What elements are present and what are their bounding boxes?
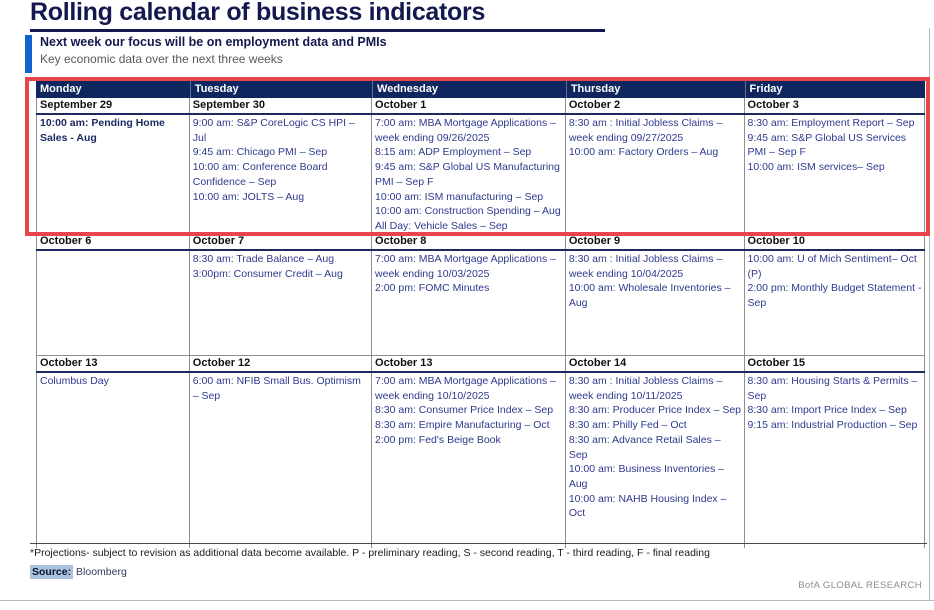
event: 9:45 am: S&P Global US Manufacturing PMI…: [375, 161, 560, 188]
event: 2:00 pm: Monthly Budget Statement - Sep: [747, 282, 922, 310]
event: 9:15 am: Industrial Production – Sep: [747, 419, 918, 432]
event: 2:00 pm: Fed's Beige Book: [375, 433, 501, 446]
event: 10:00 am: U of Mich Sentiment– Oct (P): [747, 253, 917, 280]
source-value-text: Bloomberg: [76, 566, 127, 578]
event: 8:30 am: Consumer Price Index – Sep: [375, 404, 554, 417]
day-header-monday: Monday: [36, 80, 190, 98]
event: 9:45 am: S&P Global US Services PMI – Se…: [747, 131, 907, 159]
event: 10:00 am: NAHB Housing Index – Oct: [568, 492, 727, 520]
event: 10:00 am: Business Inventories – Aug: [568, 463, 725, 490]
date-cell: October 15: [745, 356, 925, 371]
event: 9:45 am: Chicago PMI – Sep: [192, 146, 328, 159]
day-cell: 9:00 am: S&P CoreLogic CS HPI – Jul 9:45 …: [190, 115, 373, 233]
day-cell: 8:30 am : Initial Jobless Claims – week …: [566, 115, 745, 233]
event: 8:30 am: Philly Fed – Oct: [568, 419, 687, 432]
source-line: Source: Bloomberg: [30, 565, 127, 579]
date-cell: October 2: [566, 98, 745, 113]
day-cell: 7:00 am: MBA Mortgage Applications – wee…: [372, 373, 566, 548]
event: 8:30 am: Advance Retail Sales – Sep: [568, 433, 721, 461]
date-cell: October 6: [36, 234, 190, 249]
day-cell: 8:30 am : Initial Jobless Claims – week …: [566, 373, 745, 548]
date-cell: October 13: [36, 356, 190, 371]
footnote: *Projections- subject to revision as add…: [30, 543, 927, 559]
source-label: Source:: [30, 565, 74, 579]
day-cell: 10:00 am: Pending Home Sales - Aug: [36, 115, 190, 233]
event: 8:30 am : Initial Jobless Claims – week …: [568, 117, 723, 144]
day-cell: 8:30 am: Trade Balance – Aug 3:00pm: Cons…: [190, 251, 373, 355]
date-cell: October 8: [372, 234, 566, 249]
event: 8:30 am : Initial Jobless Claims – week …: [568, 375, 723, 402]
event: 10:00 am: ISM services– Sep: [747, 161, 885, 174]
event: 10:00 am: Wholesale Inventories – Aug: [568, 282, 731, 310]
event: 7:00 am: MBA Mortgage Applications – wee…: [375, 253, 556, 280]
page-title: Rolling calendar of business indicators: [30, 0, 486, 26]
day-cell: Columbus Day: [36, 373, 190, 548]
callout-title: Next week our focus will be on employmen…: [40, 35, 387, 49]
day-header-wednesday: Wednesday: [372, 80, 566, 98]
event: 10:00 am: Pending Home Sales - Aug: [40, 117, 165, 144]
day-cell: 7:00 am: MBA Mortgage Applications – wee…: [372, 251, 566, 355]
event: 3:00pm: Consumer Credit – Aug: [192, 267, 343, 280]
date-cell: October 7: [190, 234, 373, 249]
event: 7:00 am: MBA Mortgage Applications – wee…: [375, 375, 556, 402]
event: 6:00 am: NFIB Small Bus. Optimism – Sep: [192, 375, 361, 402]
event: 10:00 am: ISM manufacturing – Sep: [375, 190, 544, 203]
page-frame-right: [929, 28, 930, 600]
event: All Day: Vehicle Sales – Sep: [375, 219, 508, 232]
event: Columbus Day: [40, 375, 109, 387]
event: 10:00 am: Conference Board Confidence – …: [192, 161, 328, 188]
event: 10:00 am: JOLTS – Aug: [192, 190, 305, 203]
date-cell: September 29: [36, 98, 190, 113]
date-cell: October 1: [372, 98, 566, 113]
date-cell: October 9: [566, 234, 745, 249]
day-cell: 6:00 am: NFIB Small Bus. Optimism – Sep: [190, 373, 373, 548]
event: 8:30 am : Initial Jobless Claims – week …: [568, 253, 723, 280]
event: 8:30 am: Empire Manufacturing – Oct: [375, 419, 550, 432]
callout: Next week our focus will be on employmen…: [25, 34, 885, 73]
day-header-tuesday: Tuesday: [189, 80, 373, 98]
event: 8:30 am: Housing Starts & Permits – Sep: [747, 375, 918, 402]
page-frame-bottom: [0, 600, 934, 601]
date-cell: October 12: [190, 356, 373, 371]
day-header-thursday: Thursday: [565, 80, 745, 98]
event: 10:00 am: Factory Orders – Aug: [568, 146, 719, 159]
date-cell: October 3: [745, 98, 925, 113]
day-cell: 8:30 am: Employment Report – Sep 9:45 am:…: [745, 115, 925, 233]
event: 8:30 am: Trade Balance – Aug: [192, 253, 335, 265]
day-cell: 10:00 am: U of Mich Sentiment– Oct (P) 2:…: [745, 251, 925, 355]
callout-subtitle: Key economic data over the next three we…: [40, 52, 283, 66]
event: 7:00 am: MBA Mortgage Applications – wee…: [375, 117, 556, 144]
event: 2:00 pm: FOMC Minutes: [375, 282, 490, 295]
day-header-friday: Friday: [744, 80, 925, 98]
day-cell: 7:00 am: MBA Mortgage Applications – wee…: [372, 115, 566, 233]
accent-bar: [25, 35, 32, 73]
date-cell: October 10: [745, 234, 925, 249]
calendar-table: Monday Tuesday Wednesday Thursday Friday Sept…: [36, 80, 925, 548]
brand-text: BofA GLOBAL RESEARCH: [798, 580, 922, 591]
date-cell: October 13: [372, 356, 566, 371]
event: 9:00 am: S&P CoreLogic CS HPI – Jul: [192, 117, 355, 144]
event: 8:15 am: ADP Employment – Sep: [375, 146, 532, 159]
title-underline: [30, 29, 605, 32]
event: 8:30 am: Employment Report – Sep: [747, 117, 915, 129]
date-cell: October 14: [566, 356, 745, 371]
day-cell: 8:30 am: Housing Starts & Permits – Sep 8…: [745, 373, 925, 548]
event: 8:30 am: Producer Price Index – Sep: [568, 404, 742, 417]
day-cell: [36, 251, 190, 355]
date-cell: September 30: [190, 98, 373, 113]
day-cell: 8:30 am : Initial Jobless Claims – week …: [566, 251, 745, 355]
event: 8:30 am: Import Price Index – Sep: [747, 404, 907, 417]
event: 10:00 am: Construction Spending – Aug: [375, 205, 561, 218]
